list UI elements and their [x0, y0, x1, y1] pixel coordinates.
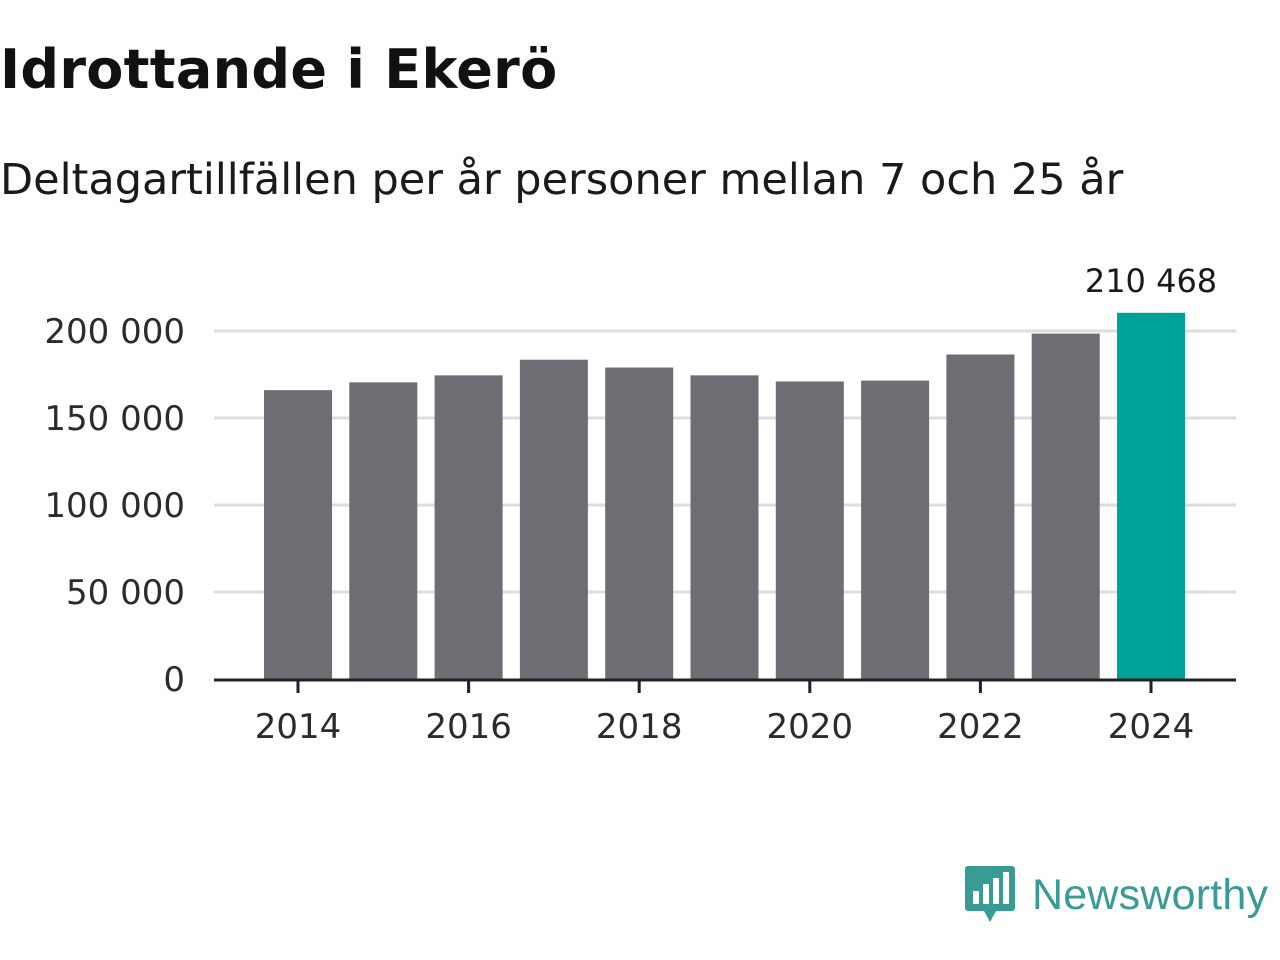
- y-tick-label: 0: [163, 660, 185, 700]
- y-tick-label: 100 000: [44, 486, 185, 526]
- bar: [434, 375, 503, 679]
- chart-subtitle: Deltagartillfällen per år personer mella…: [0, 155, 1124, 205]
- bar: [349, 382, 418, 679]
- bar: [1031, 333, 1100, 679]
- x-tick-label: 2024: [1108, 707, 1195, 747]
- bars: [264, 312, 1185, 679]
- chart-title: Idrottande i Ekerö: [0, 38, 558, 101]
- bar: [861, 380, 930, 679]
- x-tick-label: 2018: [596, 707, 683, 747]
- x-tick-label: 2020: [767, 707, 854, 747]
- bar: [264, 390, 332, 679]
- data-label: 210 468: [1085, 262, 1217, 300]
- x-tick-label: 2016: [425, 707, 512, 747]
- axes: [214, 678, 1236, 693]
- bar: [605, 367, 674, 679]
- bar-highlight: [1117, 312, 1185, 679]
- brand-name: Newsworthy: [1032, 870, 1269, 919]
- y-tick-label: 200 000: [44, 312, 185, 352]
- brand-logo: Newsworthy: [964, 864, 1268, 926]
- y-tick-label: 150 000: [44, 399, 185, 439]
- bar: [946, 354, 1015, 679]
- bar: [690, 375, 759, 679]
- bar: [519, 359, 588, 679]
- newsworthy-logo-icon: [965, 866, 1015, 922]
- labels: 0 50 000 100 000 150 000 200 000 210 468 2014 2…: [44, 262, 1217, 747]
- x-tick-label: 2022: [937, 707, 1024, 747]
- x-tick-label: 2014: [255, 707, 342, 747]
- y-tick-label: 50 000: [66, 573, 185, 613]
- bar: [775, 381, 844, 679]
